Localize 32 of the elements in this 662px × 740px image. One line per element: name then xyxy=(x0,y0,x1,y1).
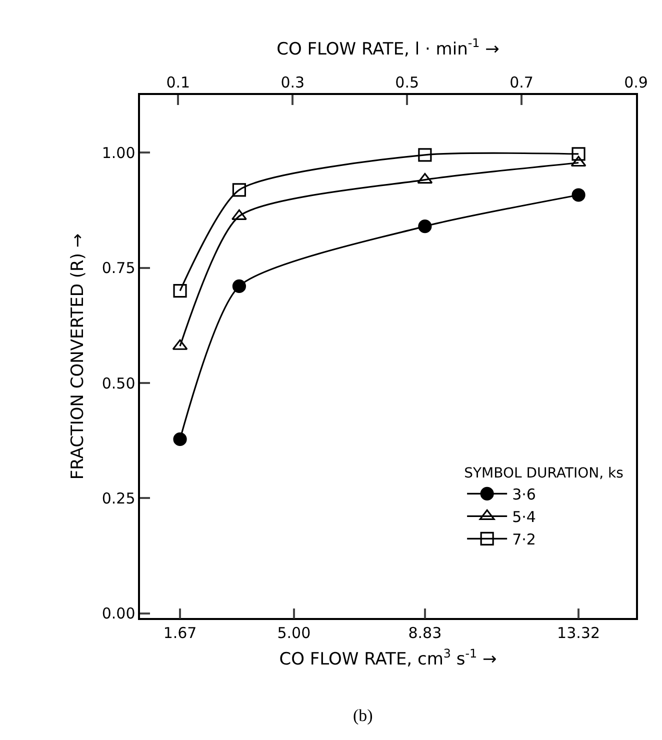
point xyxy=(173,284,187,298)
x2-axis-title: CO FLOW RATE, l · min$^{-1}$ → xyxy=(276,36,500,60)
y-tick-label: 0.50 xyxy=(102,374,136,392)
legend-label: 5·4 xyxy=(512,508,536,526)
point xyxy=(572,188,586,202)
x-tick-label: 8.83 xyxy=(408,624,442,642)
x-tick-label: 13.32 xyxy=(557,624,600,642)
point xyxy=(417,172,433,184)
point xyxy=(418,148,432,162)
point xyxy=(572,147,586,161)
text: (b) xyxy=(353,706,373,725)
x-axis-title: CO FLOW RATE, cm$^{3}$ s$^{-1}$ → xyxy=(279,646,497,670)
x2-tick-label: 0.7 xyxy=(510,73,534,92)
x2-tick-label: 0.3 xyxy=(280,73,305,92)
legend-label: 7·2 xyxy=(512,530,536,549)
legend-title: SYMBOL DURATION, ks xyxy=(464,465,624,482)
x-tick-label: 1.67 xyxy=(163,624,197,642)
point xyxy=(173,432,187,446)
point xyxy=(418,220,432,234)
x2-tick-label: 0.1 xyxy=(166,73,190,92)
x2-tick-label: 0.9 xyxy=(624,73,648,92)
x2-tick-label: 0.5 xyxy=(395,73,420,92)
x-tick-label: 5.00 xyxy=(277,624,311,642)
point xyxy=(232,183,246,197)
y-axis-title: FRACTION CONVERTED (R) → xyxy=(68,233,88,480)
legend-label: 3·6 xyxy=(512,486,536,504)
y-tick-label: 0.25 xyxy=(102,489,136,508)
point xyxy=(232,279,246,294)
point xyxy=(570,156,586,167)
y-tick-label: 0.00 xyxy=(102,604,136,623)
y-tick-label: 0.75 xyxy=(102,259,136,278)
y-tick-label: 1.00 xyxy=(102,144,136,162)
